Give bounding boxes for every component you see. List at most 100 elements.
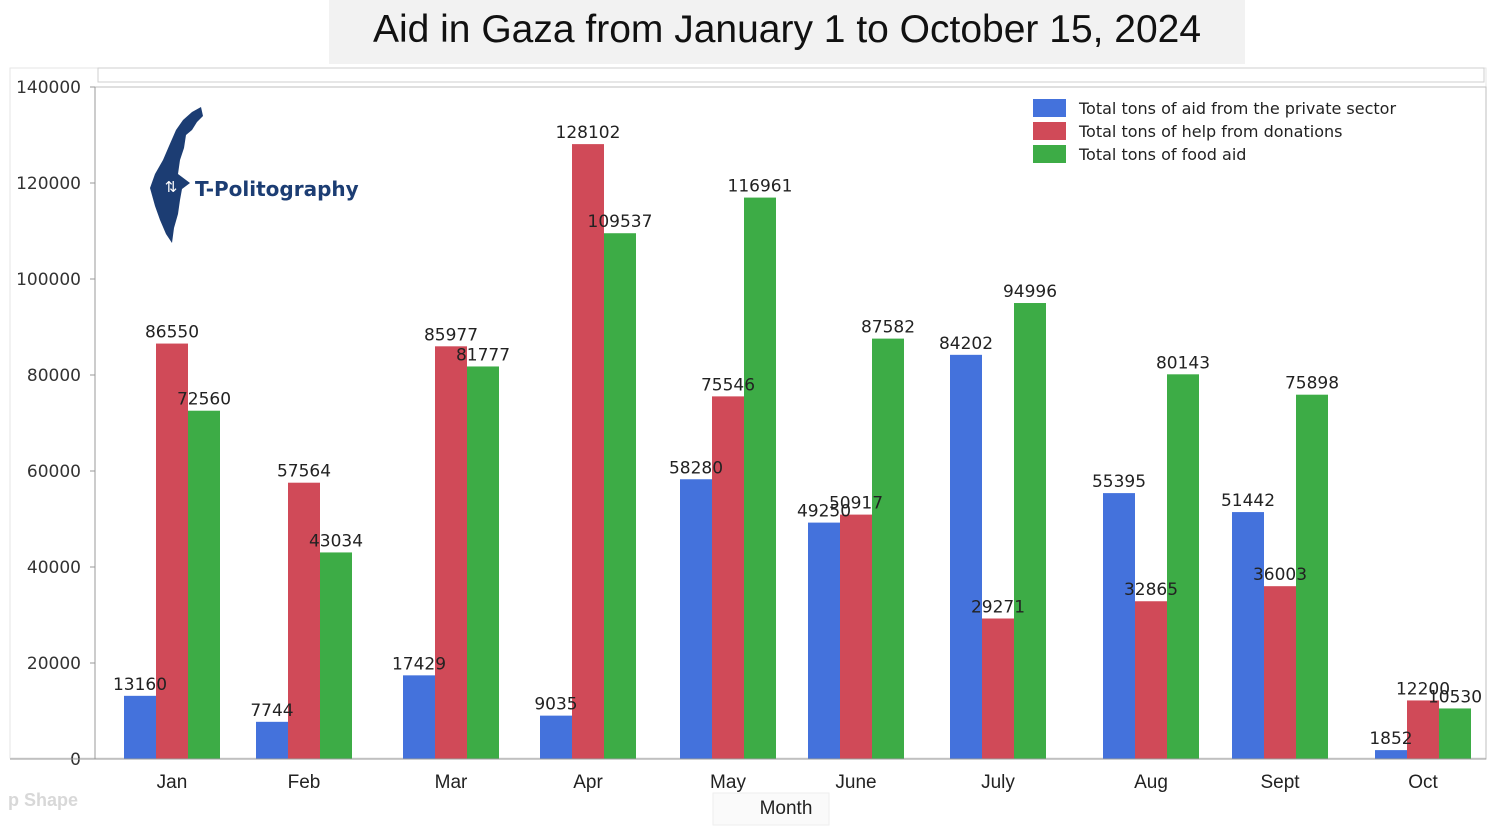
y-tick-label: 100000 [16, 270, 81, 290]
bar [1103, 493, 1135, 759]
legend-swatch [1033, 122, 1066, 140]
data-label: 51442 [1221, 491, 1275, 511]
bar [256, 721, 288, 759]
x-tick-label: Aug [1134, 772, 1168, 793]
bar [320, 552, 352, 759]
bar [872, 338, 904, 759]
bars-group [124, 144, 1471, 759]
y-axis: 0 20000 40000 60000 80000 100000 120000 140000 [16, 78, 96, 770]
bar [982, 618, 1014, 759]
bar [403, 675, 435, 759]
legend-label: Total tons of help from donations [1078, 122, 1342, 141]
legend-label: Total tons of food aid [1078, 145, 1246, 164]
bar [744, 197, 776, 759]
map-silhouette-icon [150, 107, 203, 243]
bar [467, 366, 499, 759]
data-label: 9035 [534, 695, 577, 715]
bar [1014, 303, 1046, 759]
bar [188, 410, 220, 759]
bar [1264, 586, 1296, 759]
data-label: 10530 [1428, 687, 1482, 707]
xlabel-box [712, 792, 830, 826]
bar [808, 522, 840, 759]
x-tick-label: July [981, 772, 1015, 793]
data-label: 32865 [1124, 580, 1178, 600]
data-label: 80143 [1156, 353, 1210, 373]
bar [1135, 601, 1167, 759]
data-label: 75546 [701, 375, 755, 395]
data-label: 81777 [456, 345, 510, 365]
y-tick-label: 120000 [16, 174, 81, 194]
data-label: 87582 [861, 318, 915, 338]
bar [1375, 750, 1407, 759]
data-label: 29271 [971, 597, 1025, 617]
bar [950, 354, 982, 759]
data-label: 55395 [1092, 472, 1146, 492]
bar [1296, 394, 1328, 759]
data-label: 49250 [797, 502, 851, 522]
data-label: 36003 [1253, 565, 1307, 585]
data-label: 94996 [1003, 282, 1057, 302]
logo-arrows-icon: ⇅ [165, 178, 178, 196]
y-tick-label: 40000 [27, 558, 81, 578]
data-label: 57564 [277, 462, 331, 482]
chart-title: Aid in Gaza from January 1 to October 15… [372, 8, 1202, 51]
logo-text: T-Politography [195, 177, 359, 201]
value-labels-group: 1316086550725607744575644303417429859778… [113, 123, 1482, 749]
data-label: 109537 [588, 212, 653, 232]
x-axis-title: Month [760, 798, 813, 819]
x-tick-label: Oct [1408, 772, 1438, 793]
bar [540, 715, 572, 759]
x-tick-label: Sept [1260, 772, 1300, 793]
data-label: 43034 [309, 531, 363, 551]
bar [124, 695, 156, 759]
bar [572, 144, 604, 759]
x-tick-label: Feb [288, 772, 321, 793]
data-label: 85977 [424, 325, 478, 345]
y-tick-label: 0 [70, 750, 81, 770]
bar [288, 482, 320, 759]
data-label: 86550 [145, 323, 199, 343]
legend: Total tons of aid from the private secto… [1033, 99, 1396, 164]
y-tick-label: 80000 [27, 366, 81, 386]
bar [1232, 512, 1264, 759]
y-tick-label: 140000 [16, 78, 81, 98]
logo: ⇅ T-Politography [150, 107, 359, 243]
x-axis: Jan Feb Mar Apr May June July Aug Sept Oct [10, 758, 1486, 793]
legend-swatch [1033, 99, 1066, 117]
x-tick-label: June [835, 772, 876, 793]
data-label: 128102 [556, 123, 621, 143]
data-label: 12200 [1396, 679, 1450, 699]
data-label: 58280 [669, 458, 723, 478]
y-tick-label: 20000 [27, 654, 81, 674]
y-tick-label: 60000 [27, 462, 81, 482]
x-tick-label: May [710, 772, 746, 793]
legend-swatch [1033, 145, 1066, 163]
data-label: 7744 [250, 701, 293, 721]
data-label: 1852 [1369, 729, 1412, 749]
data-label: 75898 [1285, 374, 1339, 394]
x-tick-label: Apr [573, 772, 603, 793]
bar [435, 346, 467, 759]
bar [156, 343, 188, 759]
data-label: 50917 [829, 494, 883, 514]
data-label: 84202 [939, 334, 993, 354]
bar [712, 396, 744, 759]
bar [840, 514, 872, 759]
data-label: 13160 [113, 675, 167, 695]
legend-label: Total tons of aid from the private secto… [1078, 99, 1396, 118]
x-tick-label: Mar [435, 772, 468, 793]
bar [604, 233, 636, 759]
bar [1439, 708, 1471, 759]
top-bar-frame [97, 67, 1485, 83]
data-label: 72560 [177, 390, 231, 410]
title-box: Aid in Gaza from January 1 to October 15… [329, 0, 1245, 64]
watermark: p Shape [8, 790, 79, 810]
x-tick-label: Jan [157, 772, 188, 793]
data-label: 17429 [392, 654, 446, 674]
bar [680, 479, 712, 759]
bar [1167, 374, 1199, 759]
bar [1407, 700, 1439, 759]
data-label: 116961 [728, 177, 793, 197]
